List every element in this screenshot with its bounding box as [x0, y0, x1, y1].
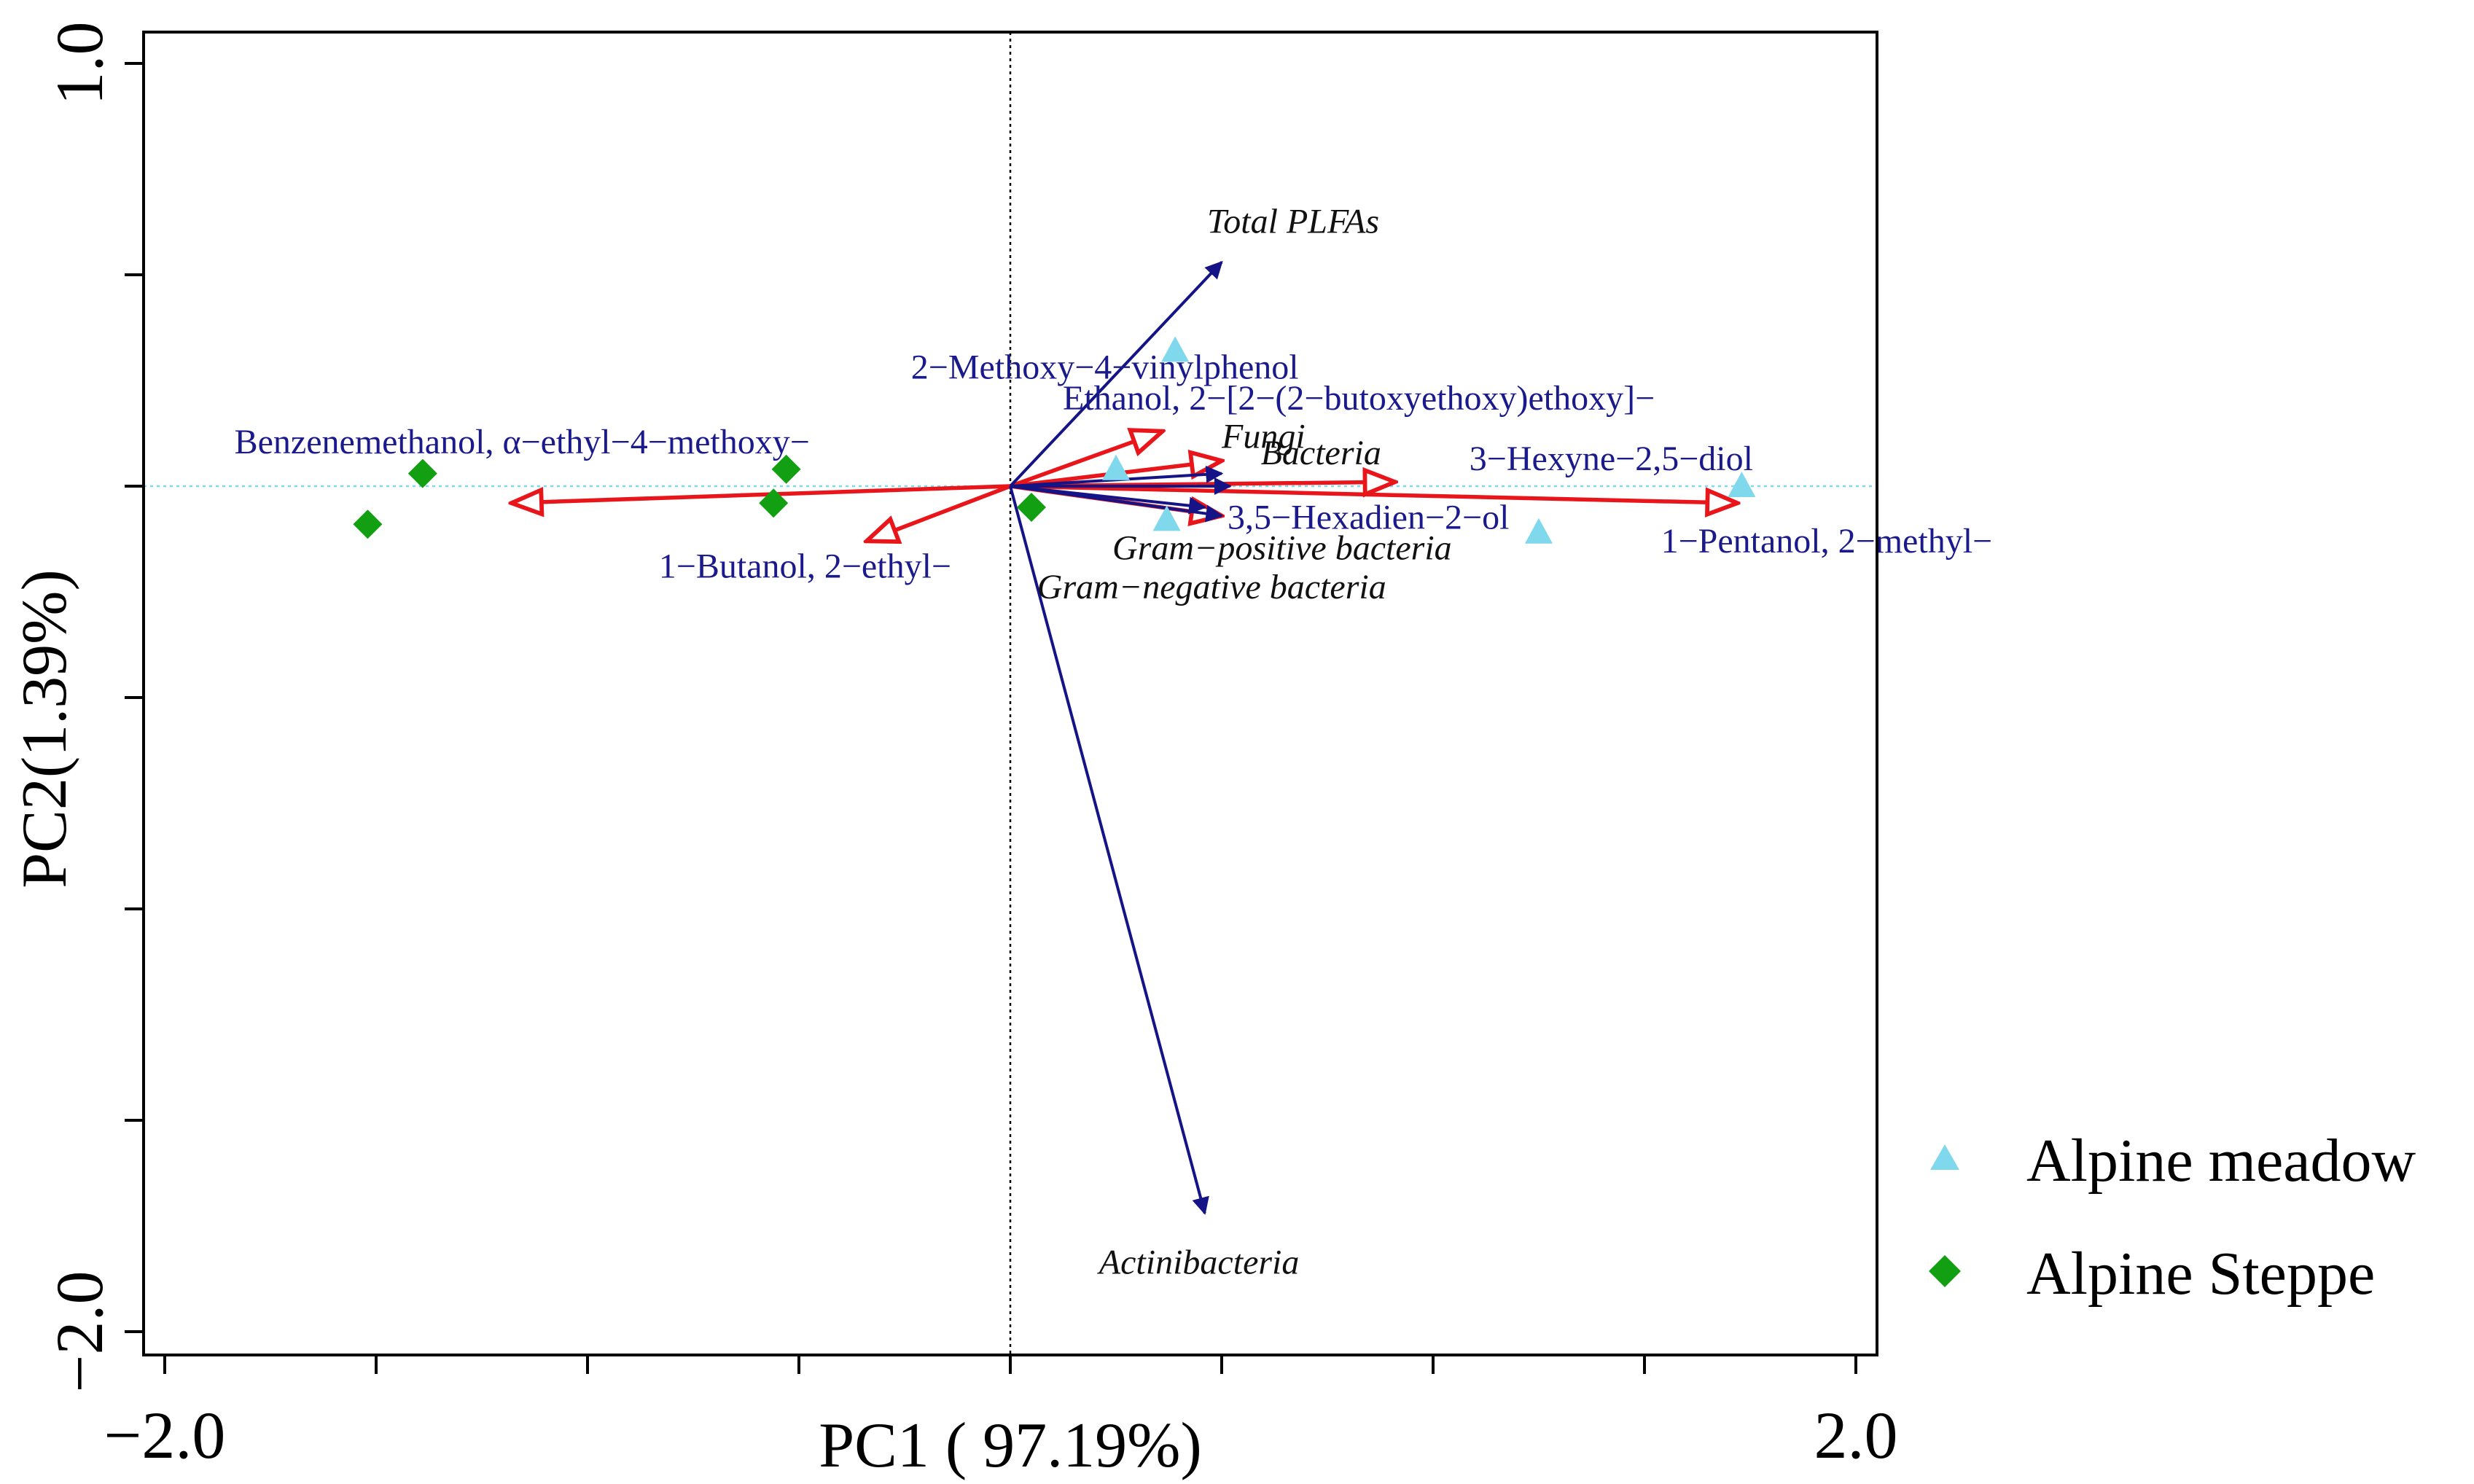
alpine-meadow-point [1161, 336, 1190, 362]
y-tick-label: −2.0 [42, 1271, 117, 1393]
voc-vector-1-butanol-2-ethyl [867, 484, 1011, 541]
alpine-steppe-point [759, 488, 789, 518]
vector-label-1-butanol-2-ethyl: 1−Butanol, 2−ethyl− [659, 547, 951, 585]
alpine-meadow-point [1728, 472, 1756, 497]
legend-label-alpine-meadow: Alpine meadow [2026, 1127, 2416, 1195]
vector-label-1-pentanol-2-methyl: 1−Pentanol, 2−methyl− [1661, 522, 1993, 561]
x-tick-label: −2.0 [104, 1398, 226, 1472]
legend-marker-alpine-steppe [1929, 1255, 1961, 1287]
legend: Alpine meadow Alpine Steppe [1929, 1127, 2416, 1308]
microbe-vector-total-plfas [1009, 260, 1223, 488]
vector-label-bacteria: Bacteria [1261, 434, 1381, 472]
vector-label-total-plfas: Total PLFAs [1207, 203, 1379, 241]
legend-label-alpine-steppe: Alpine Steppe [2026, 1240, 2375, 1308]
vector-label-ethanol-2-2-2-butoxyethoxy-ethoxy: Ethanol, 2−[2−(2−butoxyethoxy)ethoxy]− [1063, 379, 1655, 418]
legend-marker-alpine-meadow [1930, 1144, 1959, 1170]
alpine-steppe-point [407, 458, 437, 488]
loading-vectors [512, 260, 1738, 1215]
alpine-steppe-point [771, 454, 801, 484]
vector-label-actinibacteria: Actinibacteria [1097, 1243, 1300, 1282]
vector-label-fungi: Fungi [1221, 418, 1306, 456]
vector-label-3-hexyne-2-5-diol: 3−Hexyne−2,5−diol [1470, 440, 1753, 478]
alpine-steppe-point [1017, 493, 1046, 522]
vector-label-gram-negative-bacteria: Gram−negative bacteria [1037, 568, 1386, 606]
sample-points [353, 336, 1756, 544]
alpine-meadow-point [1152, 505, 1181, 531]
voc-vector-benzenemethanol-ethyl-4-methoxy [512, 484, 1011, 503]
vector-label-benzenemethanol-ethyl-4-methoxy: Benzenemethanol, α−ethyl−4−methoxy− [235, 423, 810, 461]
vector-label-3-5-hexadien-2-ol: 3,5−Hexadien−2−ol [1228, 499, 1509, 537]
vector-label-2-methoxy-4-vinylphenol: 2−Methoxy−4−vinylphenol [911, 348, 1299, 387]
microbe-vector-gram-negative-bacteria [1010, 485, 1207, 515]
microbe-vector-actinibacteria [1009, 485, 1209, 1215]
x-axis-title: PC1 ( 97.19%) [819, 1410, 1202, 1481]
axes: −2.0 2.0 1.0 −2.0 [42, 22, 1898, 1473]
x-tick-label: 2.0 [1814, 1398, 1898, 1472]
alpine-steppe-point [353, 509, 383, 539]
voc-vector-2-methoxy-4-vinylphenol [1010, 431, 1163, 488]
y-axis-title: PC2(1.39%) [9, 569, 80, 889]
voc-vector-1-pentanol-2-methyl [1010, 484, 1738, 503]
vector-label-gram-positive-bacteria: Gram−positive bacteria [1112, 529, 1452, 568]
reference-lines [144, 32, 1877, 1355]
alpine-meadow-point [1102, 454, 1130, 480]
y-tick-label: 1.0 [42, 22, 117, 106]
alpine-meadow-point [1525, 518, 1553, 544]
